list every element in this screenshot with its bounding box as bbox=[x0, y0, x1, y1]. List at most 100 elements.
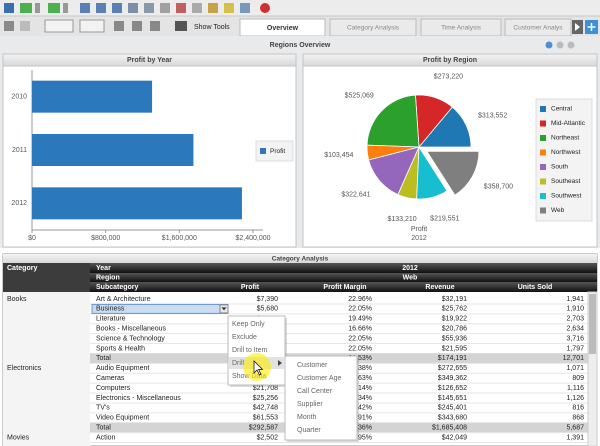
data-cell: 1,797 bbox=[566, 345, 584, 352]
print-button[interactable] bbox=[128, 3, 138, 13]
data-cell: 22.05% bbox=[348, 345, 372, 352]
pie-slice[interactable] bbox=[416, 145, 448, 200]
mouse-cursor bbox=[253, 360, 264, 376]
data-cell: 816 bbox=[572, 405, 584, 412]
menu-item[interactable]: Drill bbox=[232, 360, 244, 367]
home-button[interactable] bbox=[4, 3, 14, 13]
slice-label: $525,069 bbox=[345, 92, 374, 99]
show-tools-icon[interactable] bbox=[175, 21, 187, 31]
submenu-item[interactable]: Customer Age bbox=[297, 375, 341, 382]
legend-label: Central bbox=[551, 106, 573, 113]
submenu-item[interactable]: Customer bbox=[297, 362, 328, 369]
tool-button[interactable] bbox=[150, 21, 160, 31]
save-as-button[interactable] bbox=[96, 3, 106, 13]
header-label: Year bbox=[96, 265, 111, 272]
page-dot[interactable] bbox=[556, 41, 564, 49]
subcategory-cell: Cameras bbox=[96, 375, 125, 382]
scrollbar[interactable] bbox=[587, 291, 598, 446]
submenu-item[interactable]: Quarter bbox=[297, 427, 321, 434]
back-button[interactable] bbox=[20, 3, 32, 13]
subcategory-cell: Video Equipment bbox=[96, 415, 149, 422]
data-cell: 22.05% bbox=[348, 335, 372, 342]
tab-label[interactable]: Time Analysis bbox=[441, 25, 482, 32]
page-dot[interactable] bbox=[567, 41, 575, 49]
data-cell: 2,703 bbox=[566, 316, 584, 323]
data-cell: 17.36% bbox=[348, 425, 372, 432]
export-button[interactable] bbox=[112, 3, 122, 13]
column-header: Units Sold bbox=[518, 284, 553, 291]
legend-label: Northwest bbox=[551, 149, 580, 156]
close-button[interactable] bbox=[260, 3, 270, 13]
category-cell: Movies bbox=[7, 434, 30, 441]
slice-label: $103,454 bbox=[324, 152, 353, 159]
header-label: Region bbox=[96, 274, 120, 281]
subcategory-cell[interactable]: Business bbox=[96, 306, 125, 313]
header-row bbox=[90, 263, 597, 273]
link-button[interactable] bbox=[160, 3, 170, 13]
data-cell: 17.14% bbox=[348, 385, 372, 392]
bookmark-button[interactable] bbox=[176, 3, 186, 13]
data-cell: $2,502 bbox=[257, 434, 279, 441]
data-cell: 19.49% bbox=[348, 316, 372, 323]
legend-label: Mid-Atlantic bbox=[551, 120, 586, 127]
pie-slice[interactable] bbox=[366, 94, 420, 148]
data-cell: $42,049 bbox=[442, 434, 467, 441]
lock-button[interactable] bbox=[208, 3, 218, 13]
data-cell: 5.95% bbox=[352, 434, 372, 441]
data-cell: 1,910 bbox=[566, 306, 584, 313]
legend-box bbox=[255, 140, 294, 162]
help-button[interactable] bbox=[240, 3, 250, 13]
data-cell: $20,786 bbox=[442, 326, 467, 333]
page-dot[interactable] bbox=[545, 41, 553, 49]
data-cell: $21,708 bbox=[253, 385, 278, 392]
scrollbar-thumb[interactable] bbox=[589, 294, 596, 354]
menu-item[interactable]: Keep Only bbox=[232, 321, 265, 328]
y-tick-label: 2012 bbox=[11, 200, 27, 207]
format-menu[interactable] bbox=[79, 19, 105, 33]
bar[interactable] bbox=[32, 134, 194, 166]
legend-swatch bbox=[540, 164, 546, 170]
panel-header bbox=[302, 53, 598, 67]
bar[interactable] bbox=[32, 80, 153, 113]
submenu-item[interactable]: Supplier bbox=[297, 401, 323, 408]
save-button[interactable] bbox=[80, 3, 90, 13]
data-cell: $1,685,408 bbox=[432, 425, 467, 432]
tool-button[interactable] bbox=[114, 21, 124, 31]
slice-label: $358,700 bbox=[484, 184, 513, 191]
subcategory-cell: Sports & Health bbox=[96, 345, 145, 352]
pie-slice[interactable] bbox=[426, 150, 480, 196]
menu-item[interactable]: Drill to Item bbox=[232, 347, 268, 354]
submenu-item[interactable]: Month bbox=[297, 414, 317, 421]
forward-button[interactable] bbox=[48, 3, 60, 13]
tool-button[interactable] bbox=[132, 21, 142, 31]
tab-label[interactable]: Customer Analys bbox=[513, 25, 563, 32]
tab-label[interactable]: Category Analysis bbox=[347, 25, 400, 32]
header-value: 2012 bbox=[402, 265, 418, 272]
menu-item[interactable]: Exclude bbox=[232, 334, 257, 341]
data-cell: $174,191 bbox=[438, 355, 467, 362]
layout-menu[interactable] bbox=[44, 19, 74, 33]
redo-button[interactable] bbox=[20, 21, 30, 31]
category-column bbox=[3, 292, 90, 446]
back-menu[interactable] bbox=[35, 3, 40, 13]
bar[interactable] bbox=[32, 187, 242, 220]
subcategory-cell: Books - Miscellaneous bbox=[96, 326, 167, 333]
email-button[interactable] bbox=[144, 3, 154, 13]
subcategory-cell: TV's bbox=[96, 405, 110, 412]
options-button[interactable] bbox=[192, 3, 202, 13]
header-row bbox=[90, 282, 597, 292]
show-tools-button[interactable]: Show Tools bbox=[194, 24, 230, 31]
data-cell: 5,687 bbox=[566, 425, 584, 432]
submenu-item[interactable]: Call Center bbox=[297, 388, 333, 395]
data-cell: $349,362 bbox=[438, 375, 467, 382]
tab-label[interactable]: Overview bbox=[267, 25, 299, 32]
refresh-button[interactable] bbox=[224, 3, 234, 13]
plus-icon bbox=[587, 23, 596, 31]
slice-label: $322,641 bbox=[341, 192, 370, 199]
forward-menu[interactable] bbox=[63, 3, 68, 13]
undo-button[interactable] bbox=[4, 21, 14, 31]
data-cell: $42,748 bbox=[253, 405, 278, 412]
column-header: Profit bbox=[241, 284, 260, 291]
